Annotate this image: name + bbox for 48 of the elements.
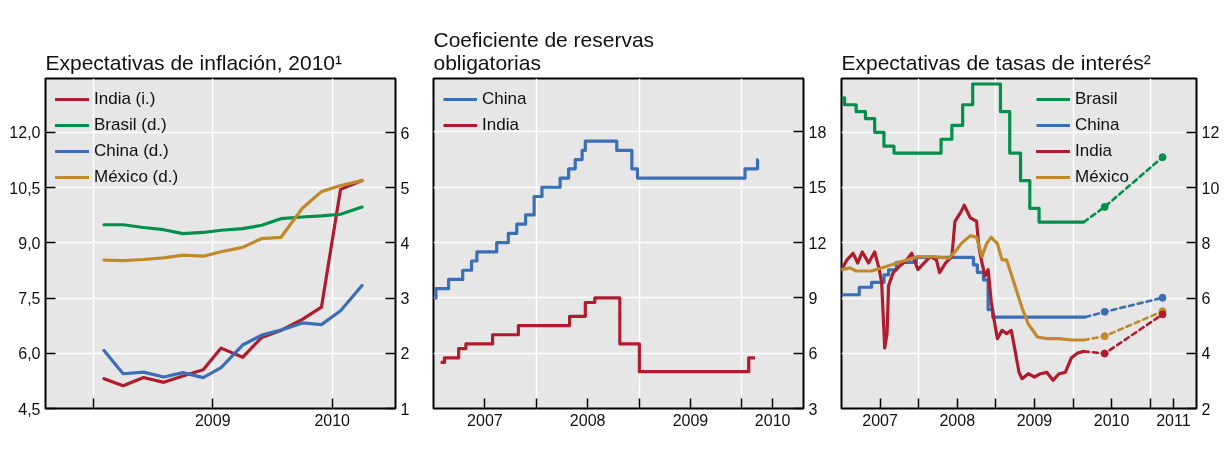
x-tick-label: 2007 xyxy=(862,411,898,429)
x-tick-label: 2008 xyxy=(569,411,606,429)
x-tick-label: 2007 xyxy=(467,411,503,429)
chart-title: Coeficiente de reservas obligatorias xyxy=(433,27,655,74)
legend-label: India xyxy=(1075,140,1112,162)
y2-tick-label: 1 xyxy=(400,400,410,418)
x-tick-label: 2010 xyxy=(1093,411,1130,429)
y-tick-label: 12 xyxy=(1201,124,1220,142)
x-tick-label: 2009 xyxy=(1016,411,1053,429)
y-tick-label: 4 xyxy=(1201,345,1211,363)
legend-label: México (d.) xyxy=(94,166,179,188)
y2-tick-label: 5 xyxy=(400,179,410,197)
y-tick-label: 12,0 xyxy=(9,124,41,142)
y-tick-label: 6 xyxy=(1201,290,1211,308)
legend-label: India xyxy=(482,114,519,136)
y-tick-label: 4,5 xyxy=(18,400,41,418)
y-tick-label: 12 xyxy=(808,234,827,252)
x-tick-label: 2009 xyxy=(672,411,709,429)
x-tick-label: 2010 xyxy=(754,411,791,429)
y2-tick-label: 3 xyxy=(400,290,410,308)
y-tick-label: 15 xyxy=(808,179,827,197)
y-tick-label: 18 xyxy=(808,123,827,141)
legend-label: China (d.) xyxy=(94,140,169,162)
legend-label: Brasil xyxy=(1075,88,1118,110)
legend-label: México xyxy=(1075,166,1129,188)
y-tick-label: 6 xyxy=(808,345,818,363)
x-tick-label: 2010 xyxy=(314,411,351,429)
y2-tick-label: 4 xyxy=(400,234,410,252)
chart-title: Expectativas de inflación, 2010¹ xyxy=(45,50,343,74)
y2-tick-label: 2 xyxy=(400,345,410,363)
x-tick-label: 2008 xyxy=(939,411,976,429)
y-tick-label: 9 xyxy=(808,289,818,307)
legend-label: India (i.) xyxy=(94,88,156,110)
y-tick-label: 7,5 xyxy=(18,290,41,308)
legend-label: China xyxy=(482,88,527,110)
legend-label: China xyxy=(1075,114,1120,136)
y-tick-label: 8 xyxy=(1201,234,1211,252)
chart-title: Expectativas de tasas de interés² xyxy=(841,50,1151,74)
y-tick-label: 10 xyxy=(1201,179,1220,197)
y-tick-label: 3 xyxy=(808,400,818,418)
y-tick-label: 10,5 xyxy=(9,179,41,197)
x-tick-label: 2009 xyxy=(194,411,231,429)
y-tick-label: 6,0 xyxy=(18,345,41,363)
y-tick-label: 9,0 xyxy=(18,234,41,252)
x-tick-label: 2011 xyxy=(1156,411,1191,429)
y2-tick-label: 6 xyxy=(400,124,410,142)
y-tick-label: 2 xyxy=(1201,400,1211,418)
legend-label: Brasil (d.) xyxy=(94,114,167,136)
